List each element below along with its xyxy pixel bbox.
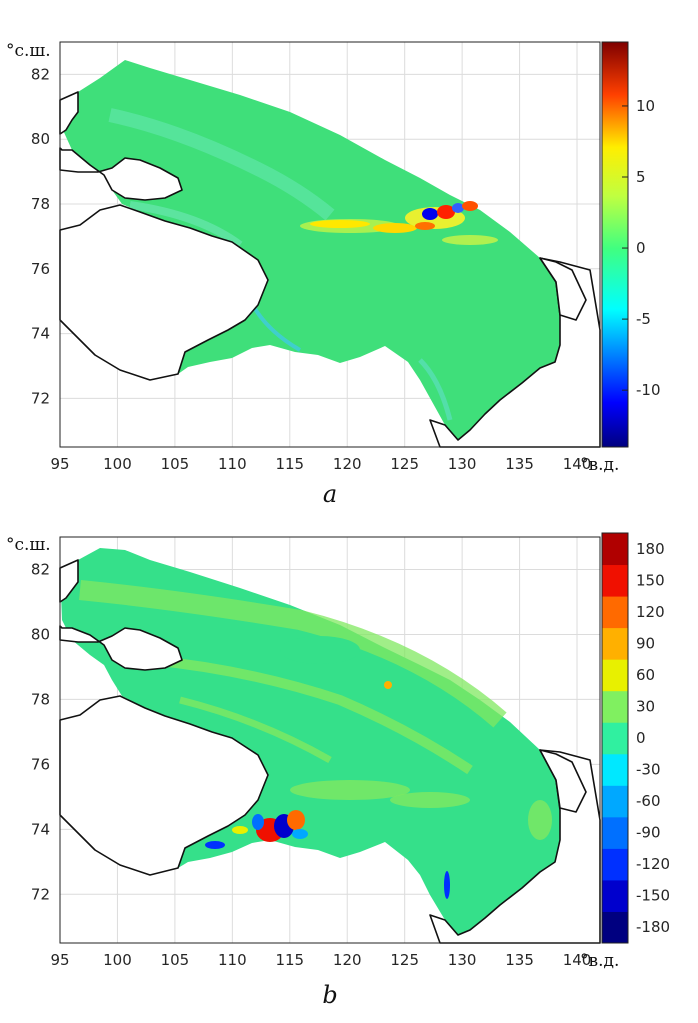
colorbar-tick-label: -30: [636, 761, 661, 779]
x-tick-label: 140: [563, 951, 592, 969]
colorbar-segment: [602, 753, 628, 786]
y-tick-labels-b: 72 74 76 78 80 82: [31, 560, 50, 903]
colorbar-segment: [602, 690, 628, 723]
panel-a: 95 100 105 110 115 120 125 130 135 140 7274767880…: [6, 41, 661, 508]
y-tick-labels-a: 72 74 76 78 80 82: [31, 65, 50, 407]
colorbar-segment: [602, 879, 628, 912]
x-tick-label: 120: [333, 951, 362, 969]
y-tick-label: 78: [31, 195, 50, 213]
colorbar-a-ticks: -10 -5 0 5 10: [622, 97, 661, 399]
colorbar-segment: [602, 533, 628, 566]
colorbar-segment: [602, 785, 628, 818]
x-tick-label: 110: [218, 951, 247, 969]
colorbar-tick-label: 0: [636, 729, 646, 747]
x-tick-label: 120: [333, 455, 362, 473]
colorbar-segment: [602, 722, 628, 755]
x-tick-label: 95: [50, 455, 69, 473]
y-tick-label: 82: [31, 560, 50, 578]
x-tick-label: 125: [390, 951, 419, 969]
x-tick-label: 100: [103, 951, 132, 969]
y-tick-label: 72: [31, 885, 50, 903]
colorbar-segment: [602, 596, 628, 629]
colorbar-segment: [602, 627, 628, 660]
x-tick-label: 130: [448, 455, 477, 473]
colorbar-tick-label: 10: [636, 97, 655, 115]
lon-unit-label-a: °в.д.: [580, 455, 619, 475]
colorbar-b-segments: [602, 533, 628, 944]
colorbar-segment: [602, 816, 628, 849]
colorbar-tick-label: -60: [636, 792, 661, 810]
colorbar-tick-label: 120: [636, 603, 665, 621]
plot-frame-b: [59, 536, 601, 944]
y-tick-label: 78: [31, 690, 50, 708]
sea-field-b: [60, 548, 560, 935]
colorbar-tick-label: 150: [636, 571, 665, 589]
colorbar-tick-label: 0: [636, 239, 646, 257]
colorbar-tick-label: -5: [636, 310, 651, 328]
colorbar-tick-label: 60: [636, 666, 655, 684]
x-tick-label: 115: [275, 455, 304, 473]
y-tick-label: 74: [31, 820, 50, 838]
anomaly-field-b: [79, 580, 552, 899]
colorbar-b: -180 -150 -120 -90 -60 -30 0 30 60 90 120 150 180: [601, 532, 670, 944]
x-tick-labels-a: 95 100 105 110 115 120 125 130 135 140: [50, 455, 591, 473]
colorbar-a: -10 -5 0 5 10: [601, 41, 661, 448]
y-tick-label: 80: [31, 130, 50, 148]
colorbar-tick-label: -10: [636, 381, 661, 399]
lon-unit-label-b: °в.д.: [580, 951, 619, 971]
lat-unit-label-b: °с.ш.: [6, 535, 51, 555]
colorbar-tick-label: -180: [636, 918, 670, 936]
colorbar-a-gradient: [601, 41, 629, 448]
coastline-a: [59, 91, 601, 448]
coastline-b: [59, 559, 601, 944]
colorbar-segment: [602, 848, 628, 881]
panel-b: 95 100 105 110 115 120 125 130 135 140 72 74 76 78 80…: [6, 532, 670, 1009]
colorbar-tick-label: -120: [636, 855, 670, 873]
colorbar-tick-label: -90: [636, 824, 661, 842]
colorbar-tick-label: 90: [636, 634, 655, 652]
x-tick-label: 95: [50, 951, 69, 969]
colorbar-segment: [602, 911, 628, 944]
x-tick-label: 140: [563, 455, 592, 473]
colorbar-tick-label: -150: [636, 887, 670, 905]
x-tick-label: 105: [161, 951, 190, 969]
y-tick-label: 72: [31, 389, 50, 407]
lat-unit-label-a: °с.ш.: [6, 41, 51, 61]
x-tick-label: 115: [275, 951, 304, 969]
x-tick-label: 100: [103, 455, 132, 473]
x-tick-label: 130: [448, 951, 477, 969]
colorbar-tick-label: 180: [636, 540, 665, 558]
plot-frame-a: [59, 41, 601, 448]
colorbar-b-frame: [601, 532, 629, 944]
colorbar-segment: [602, 564, 628, 597]
x-tick-label: 135: [505, 455, 534, 473]
colorbar-tick-label: 5: [636, 168, 646, 186]
panel-caption-a: a: [323, 480, 337, 508]
y-tick-label: 76: [31, 260, 50, 278]
y-tick-label: 74: [31, 325, 50, 343]
anomaly-field-a: [108, 108, 498, 421]
x-tick-label: 125: [390, 455, 419, 473]
x-tick-label: 105: [161, 455, 190, 473]
x-tick-labels-b: 95 100 105 110 115 120 125 130 135 140: [50, 951, 591, 969]
x-tick-label: 110: [218, 455, 247, 473]
y-tick-label: 82: [31, 65, 50, 83]
colorbar-tick-label: 30: [636, 697, 655, 715]
y-tick-label: 76: [31, 755, 50, 773]
colorbar-segment: [602, 659, 628, 692]
panel-caption-b: b: [322, 981, 337, 1009]
x-tick-label: 135: [505, 951, 534, 969]
y-tick-label: 80: [31, 625, 50, 643]
colorbar-b-ticks: -180 -150 -120 -90 -60 -30 0 30 60 90 120 150 180: [636, 540, 670, 936]
sea-field-a: [60, 60, 560, 440]
